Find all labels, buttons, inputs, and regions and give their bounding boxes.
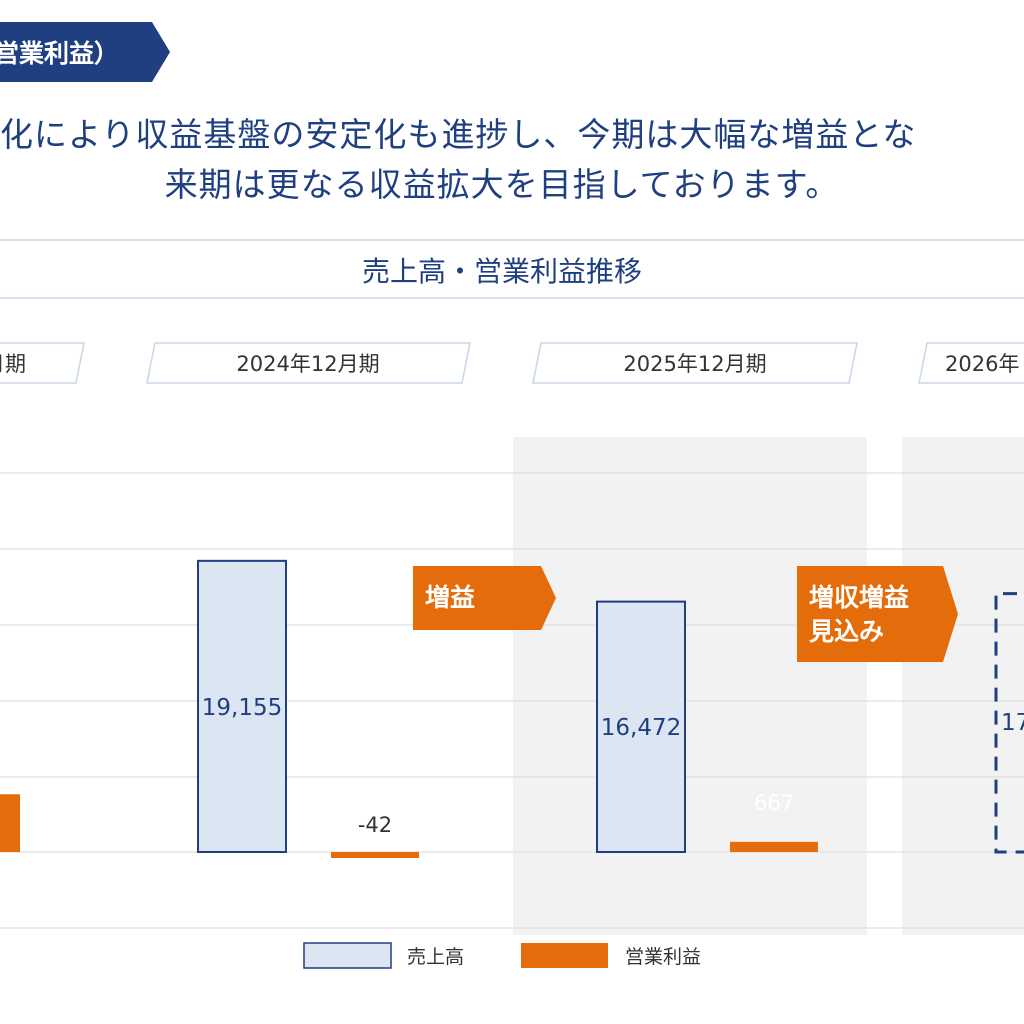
legend-label-profit: 営業利益	[625, 946, 701, 968]
profit-bar	[0, 794, 20, 852]
period-header-1	[146, 342, 471, 384]
period-label-2: 2025年12月期	[623, 352, 766, 376]
period-label-3: 2026年	[945, 352, 1019, 376]
forecast-sales-bar	[994, 592, 1024, 854]
bar-label-sales-2026: 17	[1001, 710, 1024, 736]
outlook-callout-line2: 見込み	[809, 617, 884, 646]
legend-swatch-sales	[303, 942, 392, 969]
shade-2026	[902, 437, 1024, 935]
headline-line1: 化により収益基盤の安定化も進捗し、今期は大幅な増益とな	[0, 115, 916, 154]
bar-label-profit-2024: -42	[358, 813, 392, 837]
outlook-callout	[797, 566, 958, 662]
legend-swatch-profit	[521, 943, 608, 968]
grid	[0, 472, 1024, 929]
headline-line2: 来期は更なる収益拡大を目指しております。	[165, 165, 840, 204]
shade-2025	[513, 437, 867, 935]
legend-label-sales: 売上高	[407, 946, 464, 968]
sales-bar	[197, 559, 287, 853]
section-tag-label: 営業利益）	[0, 39, 119, 68]
outlook-callout-line1: 増収増益	[809, 583, 909, 612]
profit-bar	[730, 841, 818, 852]
gain-callout	[413, 566, 556, 630]
bar-label-sales-2024: 19,155	[202, 695, 282, 721]
period-label-1: 2024年12月期	[236, 352, 379, 376]
period-header-3	[918, 342, 1024, 384]
panel-title: 売上高・営業利益推移	[362, 255, 642, 288]
period-header-0	[0, 342, 85, 384]
profit-bar	[331, 852, 419, 858]
bar-label-sales-2025: 16,472	[601, 715, 681, 741]
period-header-2	[532, 342, 858, 384]
bar-label-profit-2025: 667	[754, 791, 794, 815]
period-label-0: 月期	[0, 352, 26, 376]
panel-title-bar	[0, 239, 1024, 299]
sales-bar	[596, 600, 686, 854]
section-tag	[0, 22, 170, 82]
bars	[0, 559, 818, 858]
gain-callout-label: 増益	[425, 583, 475, 612]
